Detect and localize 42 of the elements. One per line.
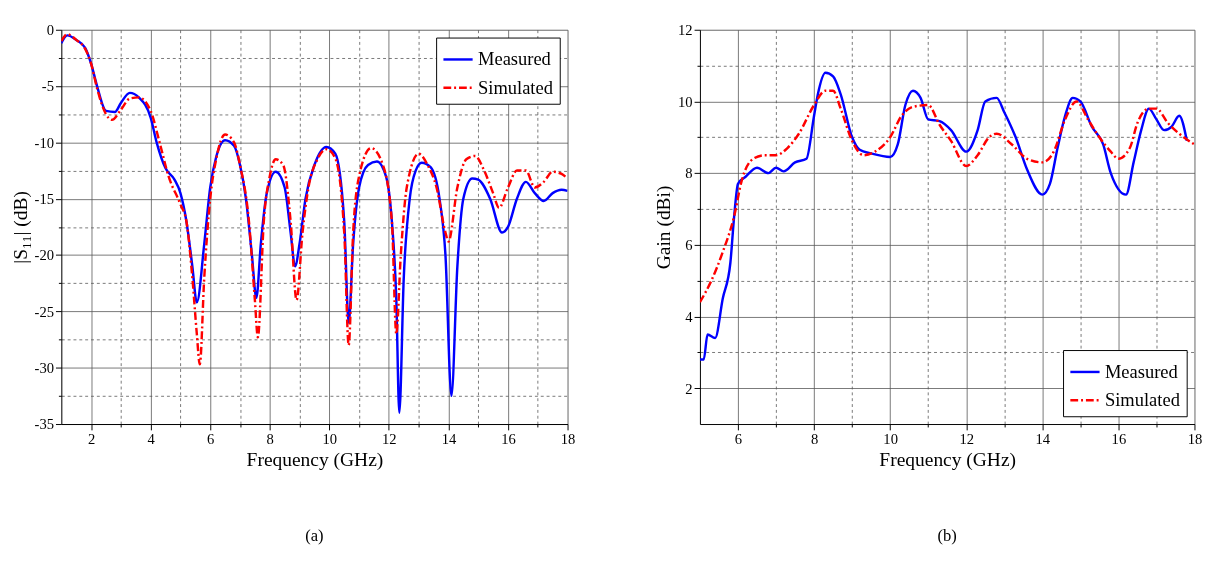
x-tick-label: 16 [1111, 430, 1127, 447]
x-axis-title: Frequency (GHz) [879, 449, 1017, 472]
x-tick-label: 6 [207, 430, 215, 447]
y-tick-label: 6 [685, 237, 693, 254]
x-tick-label: 10 [883, 430, 898, 447]
y-tick-label: 8 [685, 165, 693, 182]
y-tick-label: -5 [41, 78, 55, 95]
y-tick-label: -10 [34, 134, 55, 151]
text: (a) [305, 525, 324, 545]
x-tick-label: 16 [501, 430, 516, 447]
x-tick-label: 4 [147, 430, 156, 447]
x-tick-label: 12 [959, 430, 975, 447]
line-series [699, 89, 1195, 304]
x-tick-label: 18 [560, 430, 576, 447]
y-tick-label: 2 [685, 380, 693, 397]
y-tick-label: 4 [685, 308, 694, 325]
x-tick-label: 6 [734, 430, 743, 447]
y-tick-label: 0 [46, 22, 55, 39]
y-axis-title: |S₁₁| (dB) [9, 191, 32, 264]
x-axis-title: Frequency (GHz) [246, 449, 384, 472]
y-tick-label: -30 [34, 360, 55, 377]
y-tick-label: -20 [34, 247, 55, 264]
legend-label: Simulated [1104, 390, 1181, 411]
x-tick-label: 10 [322, 430, 338, 447]
legend-label: Measured [477, 49, 552, 70]
x-tick-label: 8 [810, 430, 819, 447]
y-tick-label: 10 [678, 93, 693, 110]
y-tick-label: 12 [678, 22, 693, 39]
y-tick-label: -15 [34, 191, 55, 208]
legend-label: Simulated [477, 77, 554, 98]
x-tick-label: 8 [266, 430, 274, 447]
y-axis-title: Gain (dBi) [653, 185, 676, 270]
text: (b) [937, 525, 957, 545]
x-tick-label: 2 [87, 430, 96, 447]
y-tick-label: -25 [34, 303, 55, 320]
x-tick-label: 14 [1035, 430, 1051, 447]
x-tick-label: 18 [1187, 430, 1203, 447]
y-tick-label: -35 [34, 416, 55, 433]
line-series [699, 71, 1189, 361]
legend-label: Measured [1104, 361, 1179, 382]
x-tick-label: 14 [441, 430, 457, 447]
x-tick-label: 12 [382, 430, 397, 447]
